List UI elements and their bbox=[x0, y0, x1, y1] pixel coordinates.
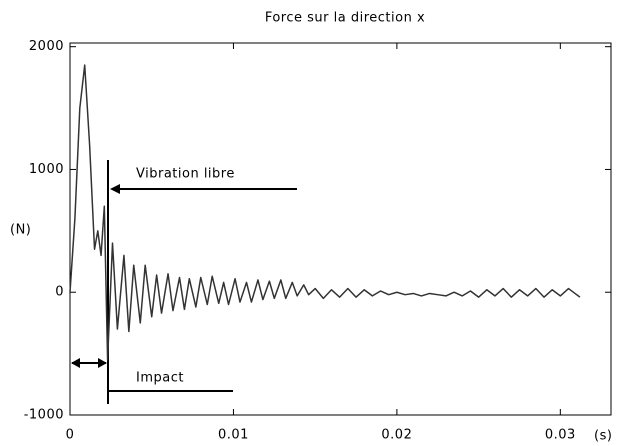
y-tick-label: 1000 bbox=[29, 162, 64, 177]
x-axis-label: (s) bbox=[594, 429, 612, 444]
y-tick-label: 0 bbox=[55, 285, 64, 300]
plot-frame bbox=[69, 42, 612, 416]
x-tick-label: 0.03 bbox=[545, 428, 576, 443]
arrow-head bbox=[110, 184, 120, 194]
y-tick-label: 2000 bbox=[29, 39, 64, 54]
annotation-impact: Impact bbox=[71, 358, 233, 392]
x-tick-label: 0.02 bbox=[381, 428, 412, 443]
x-tick-label: 0.01 bbox=[218, 428, 249, 443]
chart-title: Force sur la direction x bbox=[265, 11, 425, 26]
signal-line bbox=[69, 64, 581, 361]
arrow-head bbox=[98, 358, 107, 368]
annotation-vibration: Vibration libre bbox=[107, 160, 297, 404]
y-axis-label: (N) bbox=[10, 223, 31, 238]
annotation-text: Vibration libre bbox=[136, 167, 235, 182]
arrow-head bbox=[71, 358, 80, 368]
annotation-text: Impact bbox=[136, 371, 184, 386]
x-tick-label: 0 bbox=[66, 428, 75, 443]
y-tick-label: -1000 bbox=[24, 408, 64, 423]
